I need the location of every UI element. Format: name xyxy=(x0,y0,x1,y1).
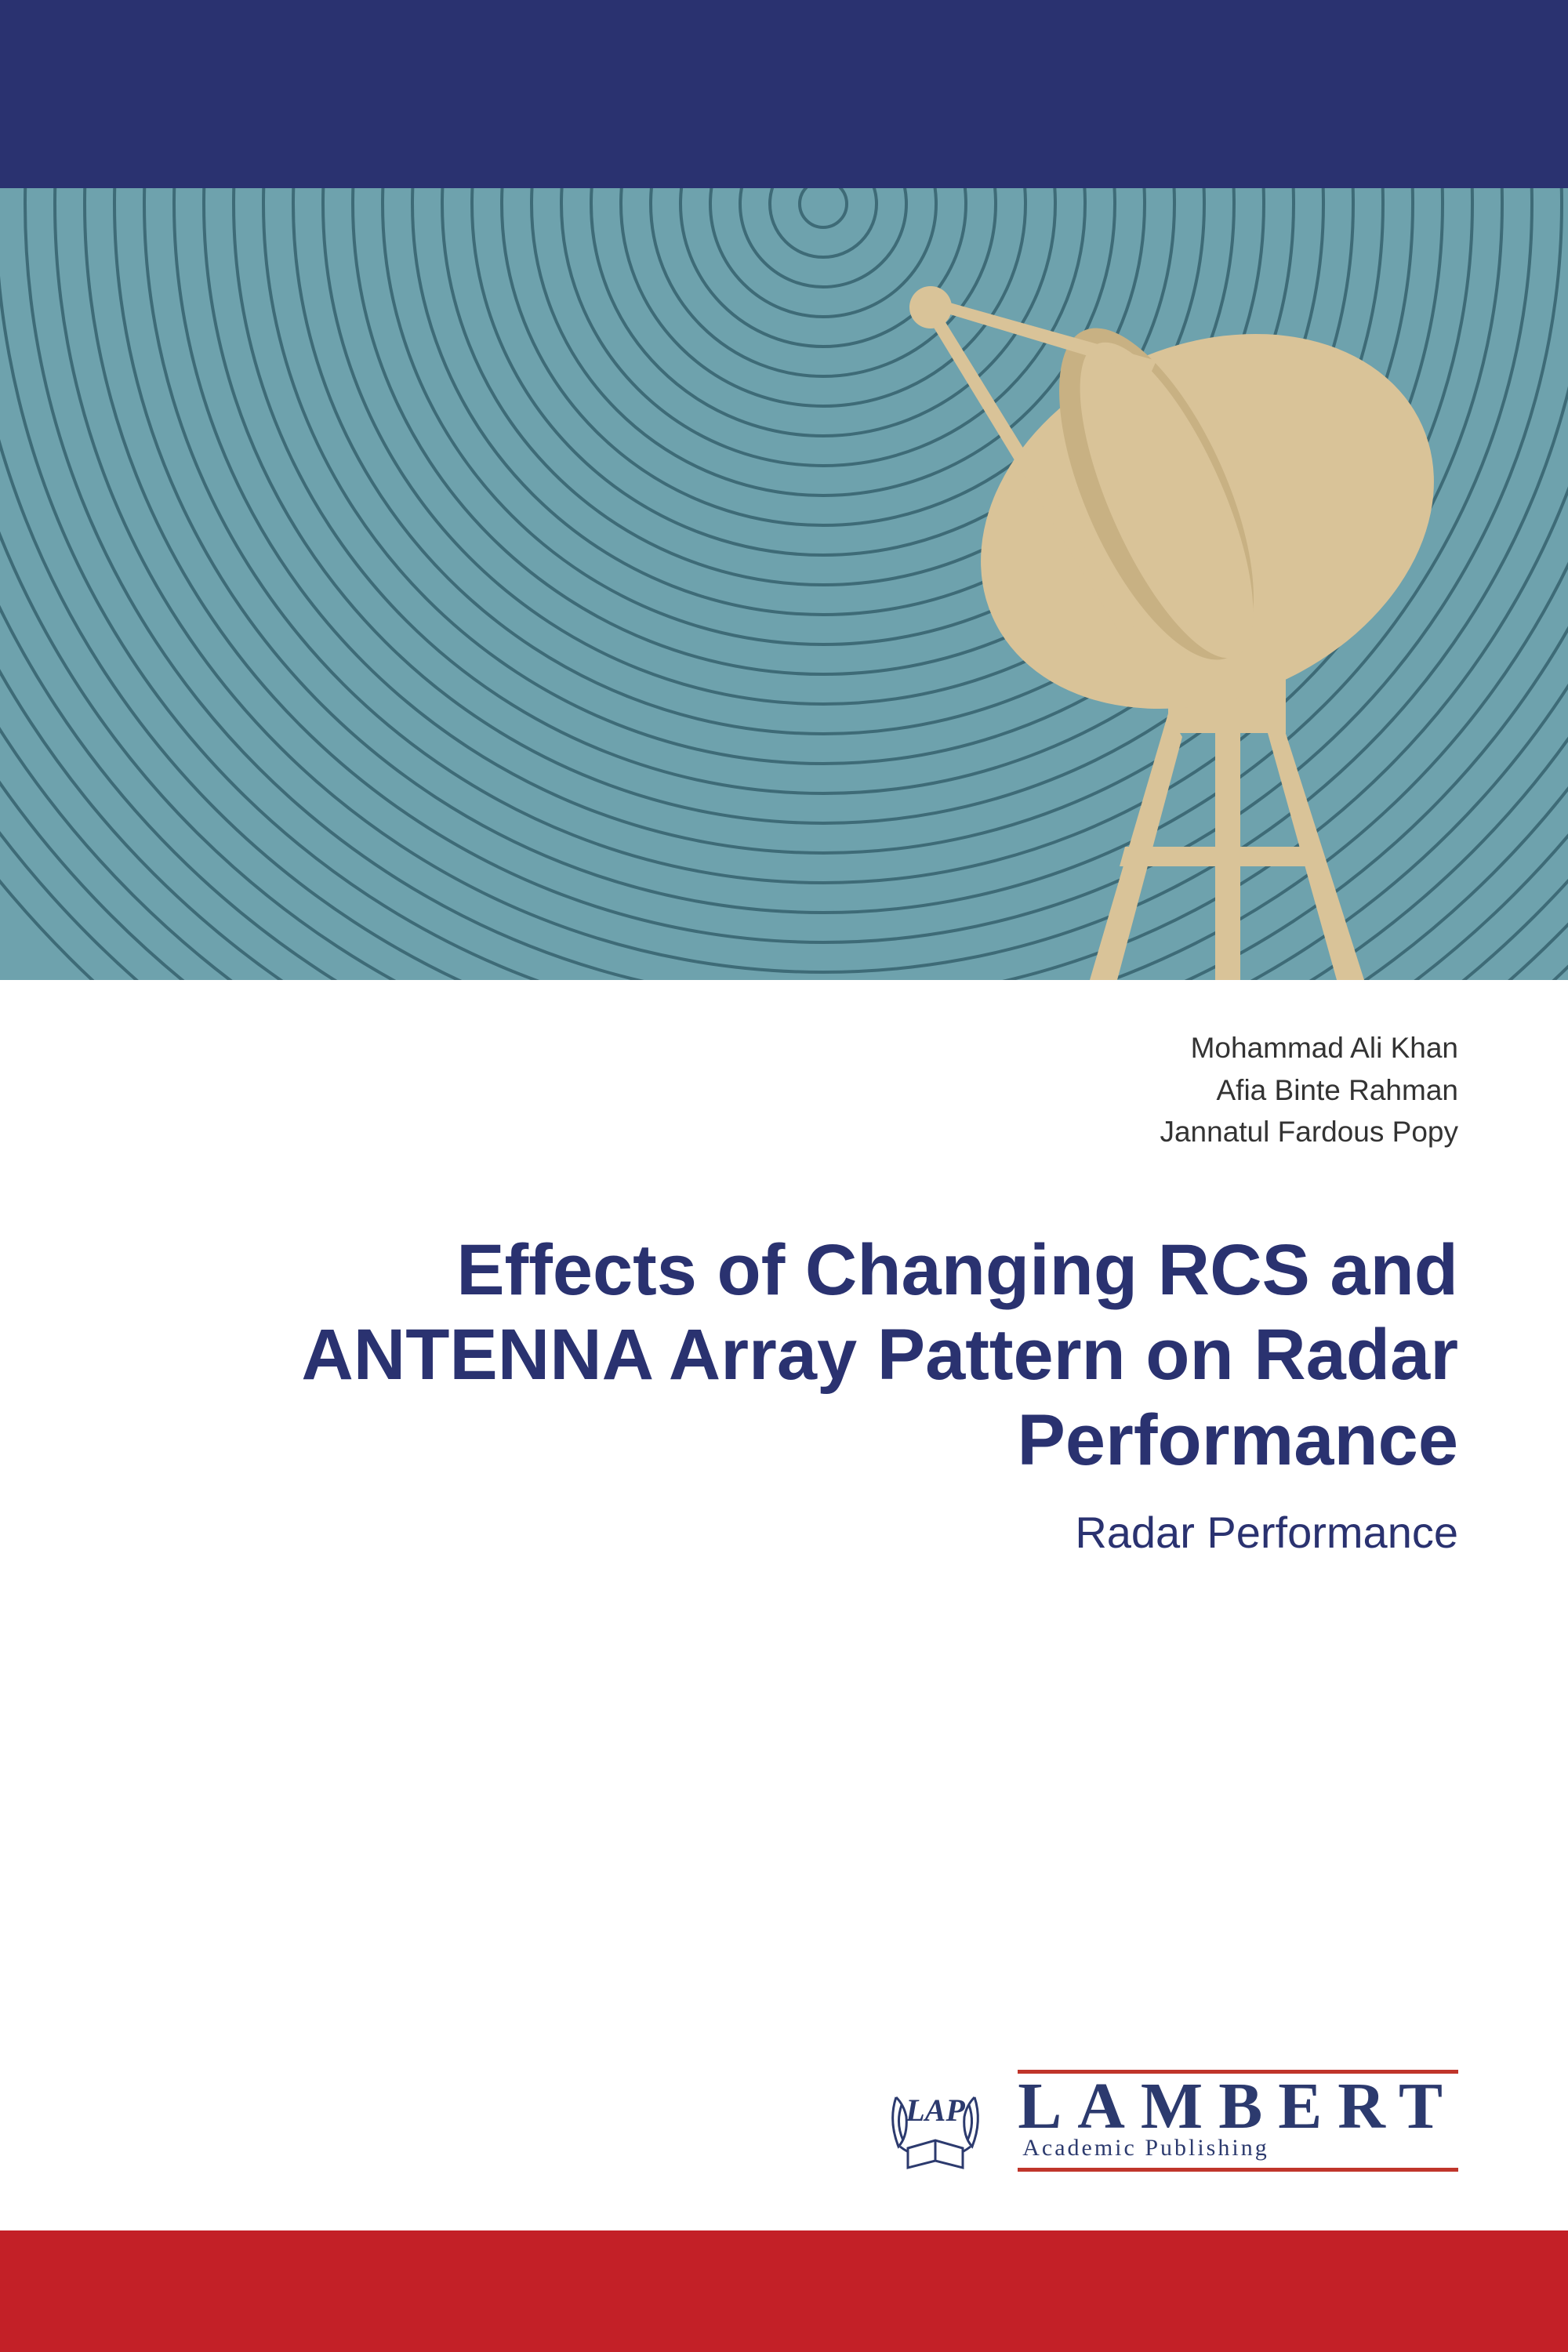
publisher-badge-icon: LAP xyxy=(877,2062,994,2180)
top-band xyxy=(0,0,1568,188)
book-title: Effects of Changing RCS and ANTENNA Arra… xyxy=(110,1228,1458,1483)
book-subtitle: Radar Performance xyxy=(110,1507,1458,1558)
author-line: Mohammad Ali Khan xyxy=(110,1027,1458,1069)
publisher-subtitle: Academic Publishing xyxy=(1018,2135,1458,2161)
publisher-logo: LAP LAMBERT Academic Publishing xyxy=(877,2062,1458,2180)
publisher-rule-bottom xyxy=(1018,2168,1458,2172)
author-line: Afia Binte Rahman xyxy=(110,1069,1458,1112)
content-block: Mohammad Ali Khan Afia Binte Rahman Jann… xyxy=(0,980,1568,1558)
publisher-name: LAMBERT xyxy=(1018,2077,1458,2136)
author-line: Jannatul Fardous Popy xyxy=(110,1111,1458,1153)
publisher-text: LAMBERT Academic Publishing xyxy=(1018,2070,1458,2172)
authors-list: Mohammad Ali Khan Afia Binte Rahman Jann… xyxy=(110,1027,1458,1153)
bottom-band xyxy=(0,2230,1568,2352)
cover-illustration xyxy=(0,188,1568,980)
publisher-badge-text: LAP xyxy=(905,2092,965,2128)
